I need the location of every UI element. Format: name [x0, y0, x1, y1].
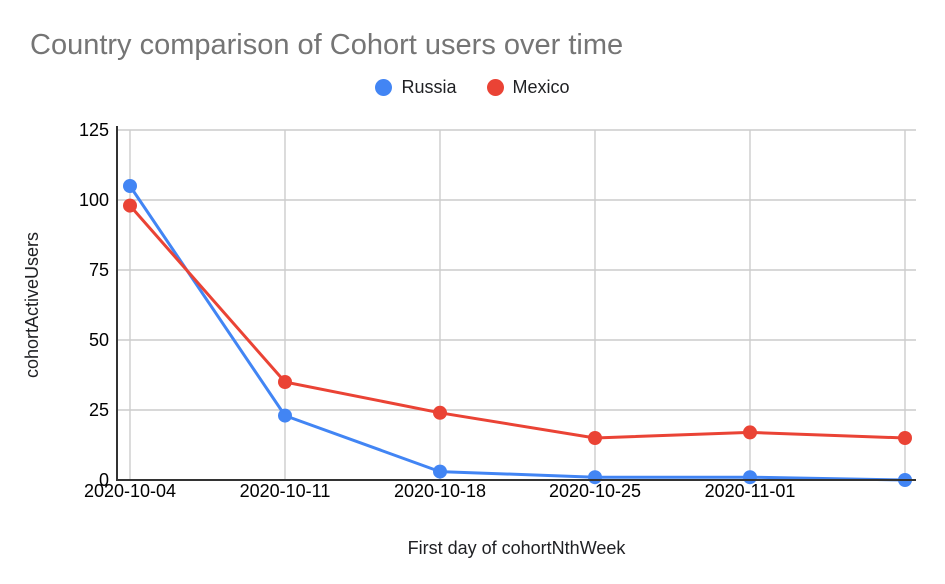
- series-line-russia: [128, 184, 907, 482]
- legend-item-mexico[interactable]: Mexico: [486, 76, 570, 98]
- x-axis-title: First day of cohortNthWeek: [408, 538, 627, 558]
- legend-swatch-mexico: [486, 78, 504, 96]
- legend-label-russia: Russia: [401, 76, 457, 97]
- y-tick-label: 100: [79, 190, 109, 210]
- legend-swatch-russia: [375, 78, 393, 96]
- x-tick-label: 2020-10-04: [84, 481, 176, 501]
- y-tick-label: 75: [89, 260, 109, 280]
- data-point-mexico-2[interactable]: [433, 405, 447, 420]
- x-tick-label: 2020-11-01: [705, 481, 796, 501]
- x-tick-label: 2020-10-11: [240, 481, 331, 501]
- data-point-mexico-1[interactable]: [278, 375, 292, 389]
- y-tick-label: 125: [79, 120, 109, 140]
- data-point-mexico-0[interactable]: [123, 198, 137, 213]
- data-point-russia-0[interactable]: [123, 179, 137, 193]
- chart-title: Country comparison of Cohort users over …: [30, 29, 624, 61]
- y-axis-title: cohortActiveUsers: [22, 232, 42, 378]
- series-line-mexico: [128, 204, 907, 440]
- data-point-mexico-5[interactable]: [898, 431, 912, 445]
- y-tick-label: 0: [99, 470, 109, 490]
- data-point-mexico-3[interactable]: [588, 431, 602, 445]
- y-tick-label: 25: [89, 400, 109, 420]
- x-tick-label: 2020-10-18: [394, 481, 486, 501]
- legend-item-russia[interactable]: Russia: [375, 76, 457, 98]
- x-tick-label: 2020-10-25: [549, 481, 641, 501]
- y-tick-label: 50: [89, 330, 109, 350]
- data-point-mexico-4[interactable]: [743, 425, 757, 440]
- data-point-russia-2[interactable]: [433, 464, 447, 479]
- data-point-russia-1[interactable]: [278, 408, 292, 423]
- legend-label-mexico: Mexico: [512, 76, 570, 97]
- legend: Russia Mexico: [0, 77, 945, 97]
